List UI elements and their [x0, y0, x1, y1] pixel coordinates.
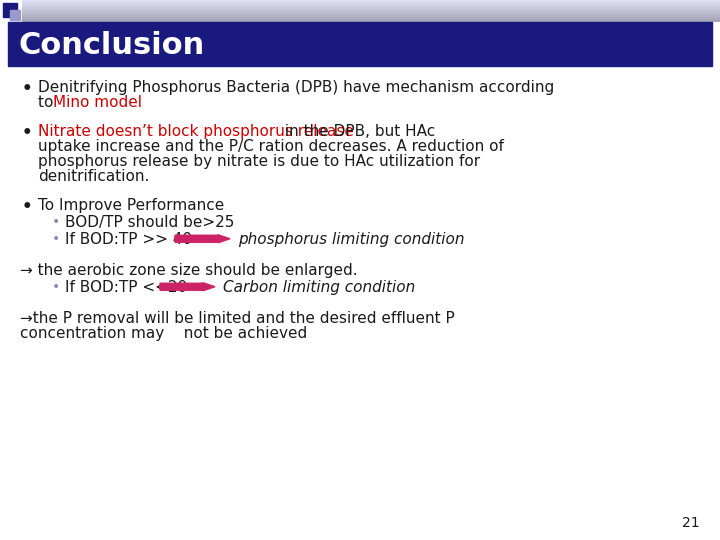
- Text: uptake increase and the P/C ration decreases. A reduction of: uptake increase and the P/C ration decre…: [38, 139, 504, 154]
- Text: Nitrate doesn’t block phosphorus release: Nitrate doesn’t block phosphorus release: [38, 124, 354, 139]
- Bar: [22, 21, 720, 22]
- Bar: [22, 10, 720, 11]
- Bar: [22, 12, 720, 13]
- Text: denitrification.: denitrification.: [38, 169, 149, 184]
- Bar: [22, 17, 720, 18]
- Text: phosphorus limiting condition: phosphorus limiting condition: [238, 232, 464, 247]
- Bar: [22, 11, 720, 12]
- Text: If BOD:TP >> 40: If BOD:TP >> 40: [65, 232, 192, 247]
- Bar: [22, 13, 720, 14]
- Bar: [8, 22, 712, 66]
- Text: concentration may    not be achieved: concentration may not be achieved: [20, 326, 307, 341]
- Text: To Improve Performance: To Improve Performance: [38, 198, 224, 213]
- Text: BOD/TP should be>25: BOD/TP should be>25: [65, 215, 235, 230]
- Text: in the DPB, but HAc: in the DPB, but HAc: [280, 124, 436, 139]
- Bar: [22, 5, 720, 6]
- Bar: [22, 9, 720, 10]
- Bar: [22, 16, 720, 17]
- Text: Mino model: Mino model: [53, 95, 142, 110]
- Text: If BOD:TP <<20: If BOD:TP <<20: [65, 280, 187, 295]
- Bar: [22, 3, 720, 4]
- Bar: [22, 15, 720, 16]
- Text: •: •: [52, 215, 60, 229]
- FancyArrow shape: [160, 283, 215, 291]
- Bar: [22, 7, 720, 8]
- Text: phosphorus release by nitrate is due to HAc utilization for: phosphorus release by nitrate is due to …: [38, 154, 480, 169]
- Bar: [22, 8, 720, 9]
- Text: → the aerobic zone size should be enlarged.: → the aerobic zone size should be enlarg…: [20, 263, 358, 278]
- Bar: [22, 20, 720, 21]
- Text: Denitrifying Phosphorus Bacteria (DPB) have mechanism according: Denitrifying Phosphorus Bacteria (DPB) h…: [38, 80, 554, 95]
- Bar: [22, 0, 720, 1]
- Text: 21: 21: [683, 516, 700, 530]
- Bar: [22, 14, 720, 15]
- Text: •: •: [52, 280, 60, 294]
- Text: •: •: [22, 198, 32, 216]
- Bar: [22, 4, 720, 5]
- Bar: [22, 18, 720, 19]
- Text: Carbon limiting condition: Carbon limiting condition: [223, 280, 415, 295]
- Text: •: •: [22, 80, 32, 98]
- Bar: [22, 1, 720, 2]
- FancyArrow shape: [175, 235, 230, 243]
- Bar: [22, 2, 720, 3]
- Text: •: •: [22, 124, 32, 142]
- Bar: [22, 6, 720, 7]
- Bar: [22, 19, 720, 20]
- Text: •: •: [52, 232, 60, 246]
- Bar: [3, 3, 17, 17]
- Text: →the P removal will be limited and the desired effluent P: →the P removal will be limited and the d…: [20, 311, 455, 326]
- Bar: [10, 10, 20, 20]
- Text: Conclusion: Conclusion: [18, 30, 204, 59]
- Text: to: to: [38, 95, 58, 110]
